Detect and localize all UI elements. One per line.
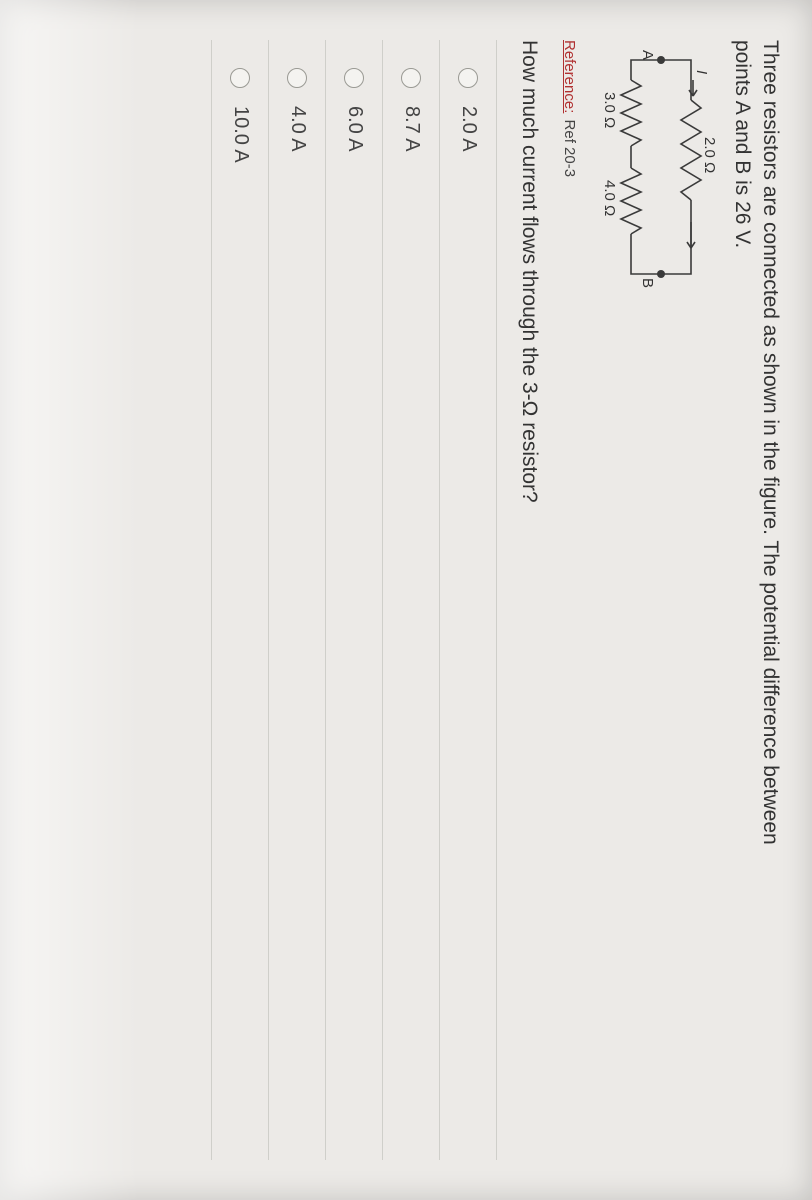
intro-line-1: Three resistors are connected as shown i… — [759, 40, 782, 845]
question-sheet: Three resistors are connected as shown i… — [0, 0, 812, 1200]
problem-statement: Three resistors are connected as shown i… — [727, 40, 784, 1160]
question-text: How much current flows through the 3-Ω r… — [517, 40, 541, 1160]
terminal-b-label: B — [639, 278, 656, 288]
options-list: 2.0 A 8.7 A 6.0 A 4.0 A 10.0 A — [211, 40, 497, 1160]
radio-icon[interactable] — [344, 68, 364, 88]
option-label: 8.7 A — [400, 106, 423, 152]
current-label: I — [693, 70, 710, 74]
option-row[interactable]: 10.0 A — [211, 40, 268, 1160]
option-row[interactable]: 8.7 A — [382, 40, 439, 1160]
option-label: 10.0 A — [229, 106, 252, 163]
r-top-label: 2.0 Ω — [701, 137, 718, 173]
option-label: 2.0 A — [457, 106, 480, 152]
option-row[interactable]: 4.0 A — [268, 40, 325, 1160]
radio-icon[interactable] — [401, 68, 421, 88]
circuit-diagram: A B 2.0 Ω I 3.0 Ω 4.0 Ω — [596, 42, 721, 1160]
screen-glare — [0, 0, 140, 1200]
r-right-label: 4.0 Ω — [601, 180, 618, 216]
radio-icon[interactable] — [458, 68, 478, 88]
terminal-a-label: A — [639, 50, 656, 60]
intro-line-2: points A and B is 26 V. — [731, 40, 754, 248]
option-row[interactable]: 6.0 A — [325, 40, 382, 1160]
reference-line: Reference: Ref 20-3 — [561, 40, 578, 1160]
option-row[interactable]: 2.0 A — [439, 40, 496, 1160]
reference-value: Ref 20-3 — [561, 120, 578, 178]
option-label: 4.0 A — [286, 106, 309, 152]
r-left-label: 3.0 Ω — [601, 92, 618, 128]
option-label: 6.0 A — [343, 106, 366, 152]
radio-icon[interactable] — [287, 68, 307, 88]
reference-label: Reference: — [561, 40, 578, 113]
radio-icon[interactable] — [230, 68, 250, 88]
